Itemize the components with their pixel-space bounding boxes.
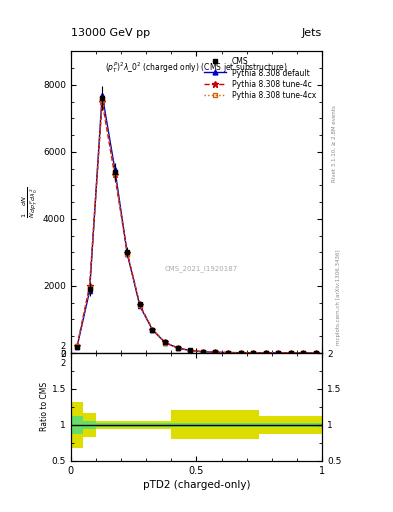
- Pythia 8.308 default: [163, 339, 167, 346]
- Pythia 8.308 default: [138, 303, 142, 309]
- Pythia 8.308 tune-4cx: [251, 350, 255, 356]
- Pythia 8.308 default: [87, 288, 92, 294]
- Pythia 8.308 tune-4cx: [213, 349, 218, 355]
- Pythia 8.308 tune-4cx: [288, 350, 293, 356]
- Line: Pythia 8.308 default: Pythia 8.308 default: [75, 93, 318, 355]
- Y-axis label: Ratio to CMS: Ratio to CMS: [40, 382, 49, 432]
- Pythia 8.308 default: [100, 92, 105, 98]
- Text: $(p_T^P)^2\lambda\_0^2$ (charged only) (CMS jet substructure): $(p_T^P)^2\lambda\_0^2$ (charged only) (…: [105, 60, 288, 75]
- Pythia 8.308 tune-4c: [263, 350, 268, 356]
- Pythia 8.308 tune-4cx: [138, 302, 142, 308]
- Text: mcplots.cern.ch [arXiv:1306.3436]: mcplots.cern.ch [arXiv:1306.3436]: [336, 249, 341, 345]
- Text: 13000 GeV pp: 13000 GeV pp: [71, 28, 150, 38]
- Pythia 8.308 tune-4c: [276, 350, 281, 356]
- Pythia 8.308 default: [150, 327, 155, 333]
- Pythia 8.308 tune-4c: [314, 350, 318, 356]
- Pythia 8.308 default: [213, 349, 218, 355]
- Text: CMS_2021_I1920187: CMS_2021_I1920187: [165, 265, 238, 272]
- Pythia 8.308 tune-4c: [75, 343, 79, 349]
- Pythia 8.308 tune-4c: [238, 350, 243, 356]
- Pythia 8.308 default: [125, 251, 130, 257]
- Pythia 8.308 default: [112, 165, 117, 172]
- Pythia 8.308 tune-4c: [301, 350, 306, 356]
- Text: 2: 2: [61, 342, 66, 351]
- Pythia 8.308 tune-4c: [138, 302, 142, 308]
- Pythia 8.308 tune-4c: [175, 345, 180, 351]
- Pythia 8.308 default: [251, 350, 255, 356]
- Pythia 8.308 tune-4cx: [125, 251, 130, 257]
- X-axis label: pTD2 (charged-only): pTD2 (charged-only): [143, 480, 250, 490]
- Pythia 8.308 tune-4cx: [112, 169, 117, 176]
- Pythia 8.308 default: [288, 350, 293, 356]
- Pythia 8.308 tune-4c: [87, 283, 92, 289]
- Pythia 8.308 tune-4cx: [175, 345, 180, 351]
- Text: Jets: Jets: [302, 28, 322, 38]
- Pythia 8.308 default: [301, 350, 306, 356]
- Pythia 8.308 tune-4c: [163, 339, 167, 346]
- Pythia 8.308 default: [314, 350, 318, 356]
- Y-axis label: $\frac{1}{N}\frac{dN}{dp_T^P\,d\lambda_0^2}$: $\frac{1}{N}\frac{dN}{dp_T^P\,d\lambda_0…: [21, 186, 40, 218]
- Pythia 8.308 tune-4c: [112, 172, 117, 178]
- Pythia 8.308 tune-4cx: [200, 349, 205, 355]
- Pythia 8.308 tune-4c: [125, 250, 130, 256]
- Pythia 8.308 tune-4c: [288, 350, 293, 356]
- Line: Pythia 8.308 tune-4c: Pythia 8.308 tune-4c: [74, 99, 319, 356]
- Legend: CMS, Pythia 8.308 default, Pythia 8.308 tune-4c, Pythia 8.308 tune-4cx: CMS, Pythia 8.308 default, Pythia 8.308 …: [202, 55, 318, 102]
- Pythia 8.308 tune-4cx: [150, 327, 155, 333]
- Pythia 8.308 tune-4c: [200, 349, 205, 355]
- Pythia 8.308 default: [276, 350, 281, 356]
- Pythia 8.308 tune-4c: [150, 327, 155, 333]
- Pythia 8.308 tune-4c: [188, 348, 193, 354]
- Pythia 8.308 tune-4c: [226, 350, 230, 356]
- Pythia 8.308 tune-4cx: [276, 350, 281, 356]
- Pythia 8.308 tune-4cx: [238, 350, 243, 356]
- Pythia 8.308 default: [263, 350, 268, 356]
- Pythia 8.308 tune-4cx: [301, 350, 306, 356]
- Text: 2: 2: [61, 359, 66, 368]
- Pythia 8.308 default: [175, 345, 180, 351]
- Pythia 8.308 tune-4cx: [75, 344, 79, 350]
- Line: Pythia 8.308 tune-4cx: Pythia 8.308 tune-4cx: [75, 98, 318, 355]
- Pythia 8.308 tune-4cx: [100, 97, 105, 103]
- Pythia 8.308 tune-4cx: [163, 339, 167, 346]
- Pythia 8.308 tune-4c: [251, 350, 255, 356]
- Text: Rivet 3.1.10, ≥ 2.8M events: Rivet 3.1.10, ≥ 2.8M events: [332, 105, 337, 182]
- Pythia 8.308 default: [188, 348, 193, 354]
- Pythia 8.308 tune-4cx: [314, 350, 318, 356]
- Pythia 8.308 default: [238, 350, 243, 356]
- Pythia 8.308 tune-4cx: [226, 350, 230, 356]
- Pythia 8.308 default: [75, 344, 79, 350]
- Pythia 8.308 tune-4cx: [188, 348, 193, 354]
- Pythia 8.308 default: [200, 349, 205, 355]
- Pythia 8.308 tune-4c: [100, 98, 105, 104]
- Pythia 8.308 default: [226, 350, 230, 356]
- Pythia 8.308 tune-4c: [213, 349, 218, 355]
- Pythia 8.308 tune-4cx: [87, 285, 92, 291]
- Pythia 8.308 tune-4cx: [263, 350, 268, 356]
